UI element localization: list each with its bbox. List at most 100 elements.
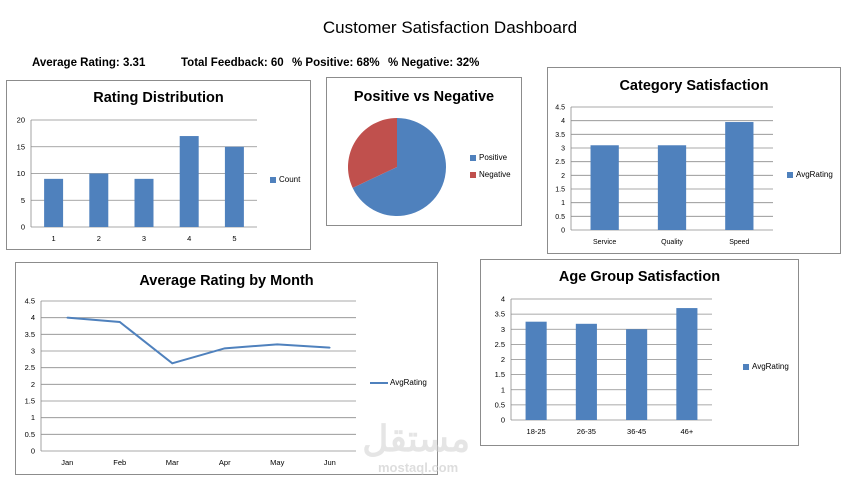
x-tick-label: Jun (324, 458, 336, 467)
y-tick-label: 20 (17, 116, 25, 125)
x-tick-label: Apr (219, 458, 231, 467)
chart-title: Age Group Satisfaction (558, 269, 721, 285)
y-tick-label: 3.5 (555, 132, 565, 139)
category-satisfaction-chart: 0 0.5 1 1.5 2 2.5 3 3.5 4 4.5 Service Quality Speed (555, 105, 773, 246)
x-tick-label: 36-45 (627, 427, 646, 436)
bar (657, 145, 687, 230)
bar (590, 145, 619, 230)
y-tick-label: 5 (21, 196, 25, 205)
x-tick-label: Service (593, 239, 616, 246)
y-tick-label: 4.5 (555, 105, 565, 112)
bar (725, 122, 754, 230)
legend-swatch (470, 171, 476, 178)
y-tick-label: 10 (17, 169, 25, 178)
legend-label: AvgRating (390, 378, 427, 387)
average-rating-by-month-chart: 0 0.5 1 1.5 2 2.5 3 3.5 4 4.5 Jan Feb Mar Apr May Jun (25, 297, 356, 467)
bar (626, 329, 648, 420)
x-tick-label: 26-35 (577, 427, 596, 436)
chart-legend: AvgRating (370, 378, 427, 387)
y-tick-label: 3.5 (495, 310, 505, 319)
legend-swatch (470, 154, 476, 161)
y-tick-label: 0 (501, 416, 505, 425)
y-tick-label: 4 (501, 295, 505, 304)
x-tick-label: 18-25 (527, 427, 546, 436)
y-tick-label: 15 (17, 142, 25, 151)
y-tick-label: 2 (31, 380, 35, 389)
x-tick-label: 1 (52, 234, 56, 243)
y-tick-label: 2 (501, 355, 505, 364)
y-tick-label: 4 (561, 118, 565, 125)
y-tick-label: 1.5 (495, 370, 505, 379)
legend-label: Count (279, 175, 301, 184)
age-group-satisfaction-chart: 0 0.5 1 1.5 2 2.5 3 3.5 4 18-25 26-35 36-45 46+ (495, 295, 712, 436)
chart-legend: AvgRating (787, 170, 833, 179)
chart-title: Rating Distribution (93, 90, 224, 106)
bar (44, 178, 64, 227)
legend-swatch (787, 171, 793, 178)
data-point (66, 316, 69, 319)
y-tick-label: 1 (31, 413, 35, 422)
y-tick-label: 0 (561, 228, 565, 235)
x-tick-label: Feb (113, 458, 126, 467)
y-tick-label: 0.5 (555, 214, 565, 221)
x-tick-label: Speed (729, 239, 749, 246)
y-tick-label: 1.5 (555, 187, 565, 194)
series-line (67, 316, 330, 365)
legend-swatch (270, 176, 276, 183)
y-tick-label: 3 (31, 347, 35, 356)
watermark-logo: مستقل (362, 418, 470, 459)
bar (134, 178, 154, 227)
x-tick-label: Quality (661, 239, 683, 246)
x-tick-label: Mar (166, 458, 179, 467)
y-tick-label: 0.5 (25, 430, 35, 439)
y-tick-label: 4 (31, 313, 35, 322)
y-tick-label: 2.5 (25, 363, 35, 372)
legend-label: Negative (479, 170, 511, 179)
x-tick-label: Jan (61, 458, 73, 467)
dashboard-title: Customer Satisfaction Dashboard (322, 18, 578, 37)
positive-negative-pie (348, 118, 446, 216)
average-rating-by-month-panel: Average Rating by Month 0 0.5 1 1.5 2 2.5 3 3.5… (15, 262, 438, 475)
x-tick-label: 3 (142, 234, 146, 243)
age-group-satisfaction-panel: Age Group Satisfaction 0 0.5 1 1.5 2 2.5 3 3.5 4… (480, 259, 799, 446)
legend-label: AvgRating (796, 170, 833, 179)
x-tick-label: 46+ (681, 427, 694, 436)
y-tick-label: 0 (31, 447, 35, 456)
legend-label: AvgRating (752, 362, 789, 371)
x-tick-label: May (270, 458, 284, 467)
kpi-average-rating: Average Rating: 3.31 (32, 57, 146, 69)
watermark-url: mostaql.com (378, 460, 459, 475)
chart-title: Category Satisfaction (619, 78, 769, 94)
chart-legend: Count (270, 175, 300, 184)
rating-distribution-panel: Rating Distribution 0 5 10 15 20 1 2 3 4 5 Count (6, 80, 311, 250)
rating-distribution-chart: 0 5 10 15 20 1 2 3 4 5 (17, 116, 257, 243)
y-tick-label: 3.5 (25, 330, 35, 339)
chart-title: Average Rating by Month (139, 273, 314, 289)
bar (179, 136, 199, 227)
kpi-total-feedback: Total Feedback: 60 (181, 57, 284, 69)
legend-line (370, 381, 388, 384)
bar (525, 321, 547, 420)
chart-title: Positive vs Negative (353, 89, 495, 105)
y-tick-label: 2 (561, 173, 565, 180)
pie-legend-positive: Positive (470, 153, 507, 162)
bar (89, 173, 109, 227)
category-satisfaction-panel: Category Satisfaction 0 0.5 1 1.5 2 2.5 3 3.5 4 4… (547, 67, 841, 254)
kpi-percent-negative: % Negative: 32% (388, 57, 480, 69)
y-tick-label: 0.5 (495, 400, 505, 409)
x-tick-label: 5 (232, 234, 236, 243)
legend-swatch (743, 363, 749, 370)
bar (224, 146, 244, 227)
chart-legend: AvgRating (743, 362, 789, 371)
x-tick-label: 4 (187, 234, 191, 243)
legend-label: Positive (479, 153, 508, 162)
y-tick-label: 1.5 (25, 397, 35, 406)
y-tick-label: 3 (501, 325, 505, 334)
y-tick-label: 1 (561, 200, 565, 207)
positive-vs-negative-panel: Positive vs Negative Positive Negative (326, 77, 522, 226)
kpi-percent-positive: % Positive: 68% (292, 57, 380, 69)
data-point (171, 362, 174, 365)
data-point (328, 346, 331, 349)
y-tick-label: 4.5 (25, 297, 35, 306)
y-tick-label: 2.5 (495, 340, 505, 349)
